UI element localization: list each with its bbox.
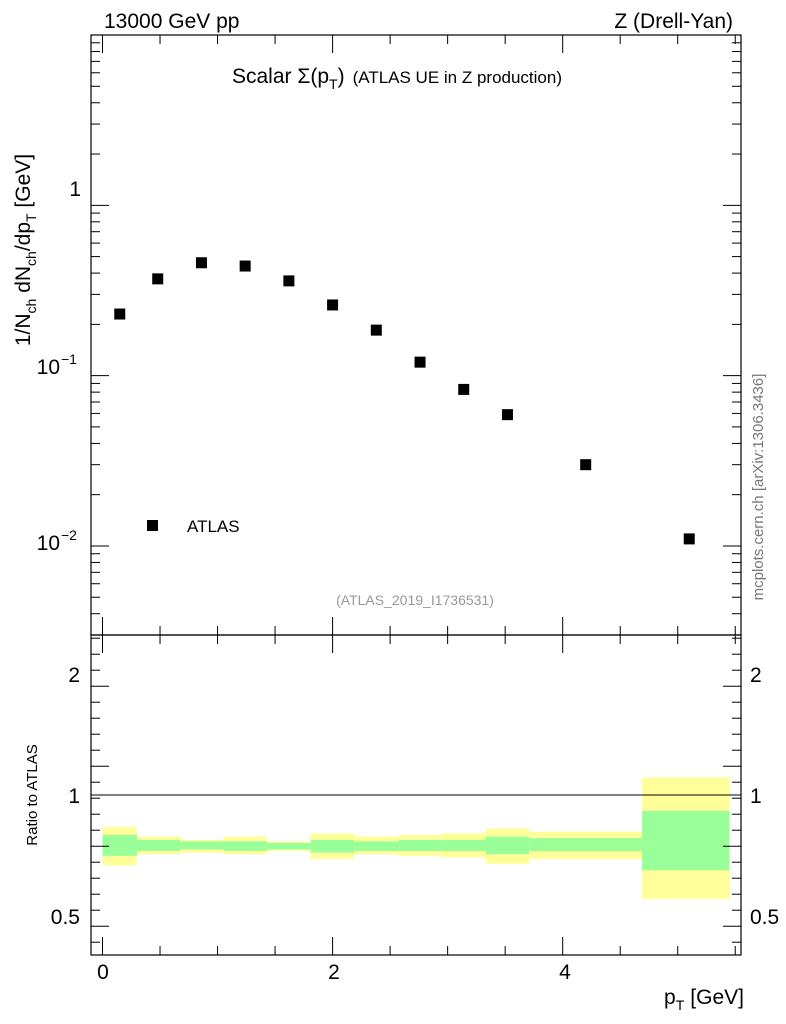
data-point-6 bbox=[370, 324, 382, 336]
xlabel-p: p bbox=[664, 986, 676, 1009]
data-point-1 bbox=[152, 273, 164, 285]
x-tick-label-2: 2 bbox=[328, 961, 340, 984]
ratio-band-inner-10 bbox=[529, 838, 643, 851]
x-axis-label: pT [GeV] bbox=[664, 986, 744, 1013]
data-markers bbox=[114, 257, 695, 545]
ylabel-part-1: 1/N bbox=[12, 313, 35, 346]
ratio-band-inner-2 bbox=[180, 841, 224, 850]
ratio-band-inner-4 bbox=[267, 843, 311, 850]
ylabel-sub-1: ch bbox=[23, 299, 39, 314]
x-tick-label-0: 0 bbox=[97, 961, 109, 984]
header-process-label: Z (Drell-Yan) bbox=[614, 10, 733, 33]
ratio-band-inner-3 bbox=[223, 841, 268, 851]
ratio-plot-frame bbox=[90, 634, 742, 956]
chart-title: Scalar Σ(pT) (ATLAS UE in Z production) bbox=[232, 65, 562, 92]
ylabel-part-3: /dp bbox=[12, 222, 35, 251]
data-point-10 bbox=[580, 459, 592, 471]
header-energy-label: 13000 GeV pp bbox=[104, 10, 239, 33]
ratio-band-inner-7 bbox=[398, 839, 442, 851]
data-point-8 bbox=[458, 383, 470, 395]
ratio-band-inner-6 bbox=[354, 841, 399, 851]
title-sigma: Σ(p bbox=[297, 65, 329, 88]
title-sub: T bbox=[329, 76, 338, 92]
ratio-band-inner-11 bbox=[642, 811, 730, 871]
ratio-band-inner-9 bbox=[485, 836, 530, 855]
y-tick-label-1: 1 bbox=[69, 178, 81, 201]
legend-marker bbox=[147, 520, 158, 531]
ratio-tick-right-1: 1 bbox=[750, 785, 762, 808]
analysis-tag: (ATLAS_2019_I1736531) bbox=[336, 592, 494, 608]
title-suffix: (ATLAS UE in Z production) bbox=[353, 68, 562, 87]
ratio-tick-right-0-5: 0.5 bbox=[750, 906, 779, 929]
ratio-tick-left-0-5: 0.5 bbox=[51, 906, 80, 929]
title-close: ) bbox=[338, 65, 345, 88]
ratio-bands bbox=[102, 777, 730, 899]
ratio-tick-left-1: 1 bbox=[68, 785, 80, 808]
ylabel-sub-2: ch bbox=[23, 251, 39, 266]
main-y-axis-label: 1/Nch dNch/dpT [GeV] bbox=[12, 154, 39, 346]
y-tick-label-1e-1-base: 10 bbox=[37, 356, 60, 379]
data-point-0 bbox=[114, 308, 126, 320]
data-point-3 bbox=[239, 260, 251, 272]
axis-ticks bbox=[91, 34, 741, 955]
y-tick-label-1e-1-exponent: −1 bbox=[61, 351, 77, 367]
data-point-9 bbox=[501, 409, 513, 421]
y-tick-label-1e-2-exponent: −2 bbox=[61, 527, 77, 543]
x-tick-label-4: 4 bbox=[559, 961, 571, 984]
data-point-2 bbox=[195, 257, 207, 269]
title-prefix: Scalar bbox=[232, 65, 297, 88]
data-point-11 bbox=[683, 533, 695, 545]
ylabel-part-2: dN bbox=[12, 266, 35, 299]
ratio-band-inner-0 bbox=[102, 835, 138, 856]
y-tick-label-1e-2-base: 10 bbox=[37, 532, 60, 555]
ratio-tick-left-2: 2 bbox=[68, 664, 80, 687]
main-plot-frame bbox=[90, 34, 742, 636]
ratio-band-inner-5 bbox=[310, 839, 355, 853]
xlabel-unit: [GeV] bbox=[690, 986, 744, 1009]
svg-text:1/Nch dNch/dpT [GeV]: 1/Nch dNch/dpT [GeV] bbox=[12, 154, 39, 346]
data-point-7 bbox=[414, 356, 426, 368]
data-point-5 bbox=[327, 299, 339, 311]
ratio-band-inner-8 bbox=[441, 839, 486, 851]
ylabel-sub-3: T bbox=[23, 213, 39, 222]
xlabel-sub: T bbox=[676, 997, 685, 1013]
legend-label: ATLAS bbox=[187, 517, 240, 536]
source-side-label: mcplots.cern.ch [arXiv:1306.3436] bbox=[750, 374, 767, 601]
ratio-y-axis-label: Ratio to ATLAS bbox=[24, 744, 41, 845]
data-point-4 bbox=[283, 275, 295, 287]
ylabel-part-4: [GeV] bbox=[12, 154, 35, 214]
ratio-tick-right-2: 2 bbox=[750, 664, 762, 687]
ratio-band-inner-1 bbox=[137, 839, 181, 851]
